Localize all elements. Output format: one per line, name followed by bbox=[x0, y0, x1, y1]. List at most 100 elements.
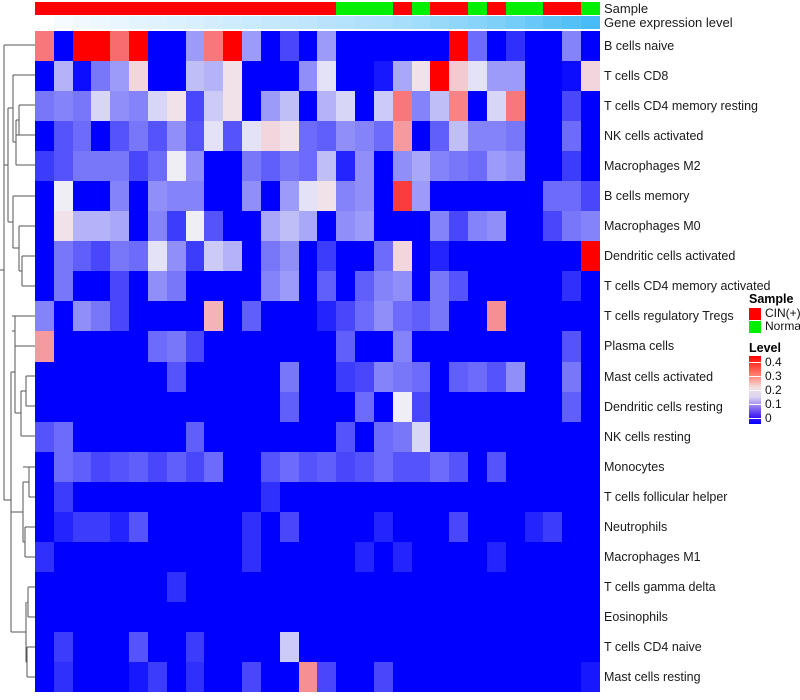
gene-expression-annotation-cell bbox=[336, 16, 356, 29]
heatmap-cell bbox=[373, 331, 393, 362]
row-label: Eosinophils bbox=[604, 609, 668, 624]
heatmap-cell bbox=[581, 301, 600, 332]
heatmap-cell bbox=[260, 571, 280, 602]
heatmap-cell bbox=[562, 31, 582, 62]
heatmap-cell bbox=[486, 61, 506, 92]
heatmap-cell bbox=[317, 391, 337, 422]
sample-annotation-cell bbox=[185, 2, 205, 15]
heatmap-cell bbox=[298, 421, 318, 452]
heatmap-cell bbox=[505, 481, 525, 512]
heatmap-cell bbox=[129, 571, 148, 602]
heatmap-cell bbox=[185, 541, 205, 572]
heatmap-cell bbox=[147, 31, 167, 62]
heatmap-cell bbox=[147, 241, 167, 272]
heatmap-cell bbox=[392, 511, 412, 542]
heatmap-cell bbox=[110, 421, 130, 452]
heatmap-cell bbox=[298, 181, 318, 212]
heatmap-cell bbox=[223, 391, 243, 422]
heatmap-cell bbox=[204, 181, 224, 212]
heatmap-row bbox=[35, 451, 600, 482]
heatmap-cell bbox=[524, 451, 544, 482]
heatmap-cell bbox=[468, 451, 487, 482]
heatmap-cell bbox=[336, 331, 356, 362]
heatmap-cell bbox=[298, 121, 318, 152]
heatmap-cell bbox=[260, 541, 280, 572]
heatmap-row bbox=[35, 541, 600, 572]
heatmap-cell bbox=[242, 661, 261, 693]
heatmap-cell bbox=[486, 181, 506, 212]
heatmap-cell bbox=[147, 91, 167, 122]
heatmap-cell bbox=[581, 271, 600, 302]
gene-expression-annotation-cell bbox=[355, 16, 374, 29]
heatmap-cell bbox=[449, 541, 469, 572]
heatmap-cell bbox=[35, 331, 54, 362]
heatmap-cell bbox=[242, 361, 261, 392]
heatmap-cell bbox=[110, 61, 130, 92]
heatmap-cell bbox=[242, 631, 261, 662]
heatmap-cell bbox=[524, 421, 544, 452]
level-tick: 0.2 bbox=[749, 384, 782, 396]
heatmap-cell bbox=[430, 301, 450, 332]
heatmap-cell bbox=[562, 61, 582, 92]
heatmap-cell bbox=[166, 361, 186, 392]
sample-annotation-label: Sample bbox=[604, 1, 649, 16]
heatmap-cell bbox=[91, 91, 111, 122]
heatmap-cell bbox=[430, 601, 450, 632]
heatmap-cell bbox=[373, 31, 393, 62]
heatmap-cell bbox=[373, 661, 393, 693]
heatmap-cell bbox=[355, 361, 374, 392]
heatmap-cell bbox=[505, 511, 525, 542]
heatmap-cell bbox=[35, 481, 54, 512]
gene-expression-annotation-cell bbox=[147, 16, 167, 29]
heatmap-cell bbox=[449, 31, 469, 62]
sample-legend: Sample CIN(+) Normal bbox=[749, 292, 800, 333]
heatmap-cell bbox=[223, 361, 243, 392]
heatmap-cell bbox=[204, 61, 224, 92]
sample-annotation-cell bbox=[279, 2, 299, 15]
heatmap-cell bbox=[336, 601, 356, 632]
heatmap-cell bbox=[355, 421, 374, 452]
heatmap-cell bbox=[260, 661, 280, 693]
heatmap-cell bbox=[279, 481, 299, 512]
heatmap-cell bbox=[129, 121, 148, 152]
heatmap-cell bbox=[449, 631, 469, 662]
heatmap-cell bbox=[72, 61, 92, 92]
heatmap-cell bbox=[430, 91, 450, 122]
heatmap-cell bbox=[260, 511, 280, 542]
heatmap-cell bbox=[279, 541, 299, 572]
heatmap-cell bbox=[91, 601, 111, 632]
heatmap-cell bbox=[166, 241, 186, 272]
heatmap-cell bbox=[392, 211, 412, 242]
heatmap-cell bbox=[242, 331, 261, 362]
heatmap-cell bbox=[317, 31, 337, 62]
heatmap-cell bbox=[298, 601, 318, 632]
heatmap-cell bbox=[147, 631, 167, 662]
heatmap-cell bbox=[336, 361, 356, 392]
row-label: T cells CD4 memory activated bbox=[604, 279, 771, 294]
row-label: Monocytes bbox=[604, 459, 665, 474]
gene-expression-annotation-cell bbox=[581, 16, 600, 29]
heatmap-cell bbox=[524, 481, 544, 512]
sample-annotation-cell bbox=[562, 2, 582, 15]
heatmap-cell bbox=[373, 451, 393, 482]
row-label: T cells CD8 bbox=[604, 69, 669, 84]
heatmap-cell bbox=[336, 211, 356, 242]
gene-expression-annotation-cell bbox=[279, 16, 299, 29]
heatmap-cell bbox=[468, 151, 487, 182]
heatmap-cell bbox=[562, 421, 582, 452]
heatmap-cell bbox=[147, 361, 167, 392]
heatmap-cell bbox=[562, 541, 582, 572]
heatmap-cell bbox=[373, 151, 393, 182]
heatmap-cell bbox=[185, 451, 205, 482]
heatmap-cell bbox=[166, 151, 186, 182]
heatmap-cell bbox=[35, 421, 54, 452]
heatmap-cell bbox=[53, 631, 73, 662]
gene-expression-annotation-cell bbox=[35, 16, 54, 29]
heatmap-cell bbox=[223, 241, 243, 272]
heatmap-cell bbox=[486, 331, 506, 362]
heatmap-cell bbox=[242, 511, 261, 542]
gene-expression-annotation-cell bbox=[411, 16, 431, 29]
gene-expression-annotation-cell bbox=[129, 16, 148, 29]
heatmap-cell bbox=[449, 271, 469, 302]
sample-annotation-cell bbox=[430, 2, 450, 15]
